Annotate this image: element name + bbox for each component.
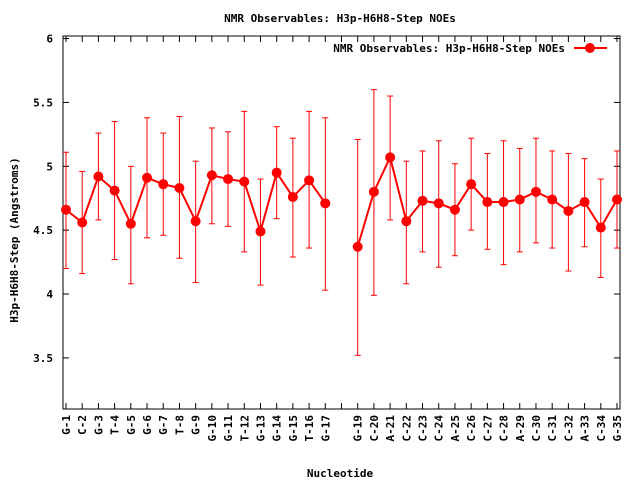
data-point: [433, 198, 444, 209]
x-tick-label: C-32: [562, 415, 575, 442]
x-tick-label: C-30: [530, 415, 543, 442]
chart-title: NMR Observables: H3p-H6H8-Step NOEs: [224, 12, 456, 25]
data-point: [352, 241, 363, 252]
y-tick-label: 4: [46, 288, 53, 301]
x-tick-label: G-35: [611, 415, 624, 442]
x-tick-label: T-4: [109, 415, 122, 435]
x-tick-label: G-17: [319, 415, 332, 442]
data-point: [595, 222, 606, 233]
data-point: [385, 152, 396, 163]
data-point: [304, 175, 315, 186]
data-point: [417, 195, 428, 206]
data-point: [109, 185, 120, 196]
x-tick-label: T-16: [303, 415, 316, 442]
x-tick-label: A-25: [449, 415, 462, 442]
y-tick-label: 3.5: [33, 352, 53, 365]
x-tick-label: G-15: [287, 415, 300, 442]
data-point: [449, 204, 460, 215]
data-point: [547, 194, 558, 205]
x-tick-label: G-9: [190, 415, 203, 435]
data-point: [174, 183, 185, 194]
x-tick-label: G-11: [222, 415, 235, 442]
data-point: [287, 191, 298, 202]
data-point: [563, 206, 574, 217]
data-point: [158, 179, 169, 190]
x-tick-label: C-28: [498, 415, 511, 442]
data-point: [466, 179, 477, 190]
data-point: [612, 194, 622, 205]
data-point: [579, 197, 590, 208]
data-point: [320, 198, 331, 209]
x-tick-label: G-6: [141, 415, 154, 435]
data-point: [61, 204, 71, 215]
legend-marker: [585, 43, 595, 53]
x-tick-label: C-27: [481, 415, 494, 442]
x-tick-label: G-3: [92, 415, 105, 435]
data-point: [142, 172, 153, 183]
x-tick-label: A-29: [514, 415, 527, 442]
data-point: [255, 226, 266, 237]
data-point: [514, 194, 525, 205]
data-point: [482, 197, 493, 208]
x-tick-label: C-34: [595, 415, 608, 442]
x-tick-label: C-20: [368, 415, 381, 442]
data-point: [206, 170, 217, 181]
y-axis-label: H3p-H6H8-Step (Angstroms): [8, 157, 21, 323]
y-tick-label: 5.5: [33, 96, 53, 109]
x-tick-label: G-5: [125, 415, 138, 435]
data-point: [498, 197, 509, 208]
data-point: [77, 217, 88, 228]
x-tick-label: G-14: [271, 415, 284, 442]
x-tick-label: C-24: [433, 415, 446, 442]
y-tick-label: 5: [46, 160, 53, 173]
data-point: [401, 216, 412, 227]
data-point: [239, 176, 250, 187]
y-tick-label: 4.5: [33, 224, 53, 237]
x-tick-label: G-1: [60, 415, 73, 435]
x-tick-label: G-13: [254, 415, 267, 442]
x-tick-label: C-23: [417, 415, 430, 442]
x-tick-label: C-31: [546, 415, 559, 442]
data-point: [223, 174, 234, 185]
x-tick-label: T-8: [173, 415, 186, 435]
x-tick-label: G-19: [352, 415, 365, 442]
x-axis-label: Nucleotide: [307, 467, 374, 480]
data-point: [530, 186, 541, 197]
x-tick-label: A-21: [384, 415, 397, 442]
data-point: [271, 167, 282, 178]
x-tick-label: G-10: [206, 415, 219, 442]
x-tick-label: A-33: [579, 415, 592, 442]
legend-label: NMR Observables: H3p-H6H8-Step NOEs: [333, 42, 565, 55]
data-point: [93, 171, 104, 182]
data-point: [190, 216, 201, 227]
data-point: [368, 186, 379, 197]
x-tick-label: T-12: [238, 415, 251, 442]
data-point: [125, 218, 136, 229]
legend: NMR Observables: H3p-H6H8-Step NOEs: [333, 42, 607, 55]
y-tick-label: 6: [46, 33, 53, 46]
x-tick-label: C-2: [76, 415, 89, 435]
x-tick-label: C-22: [400, 415, 413, 442]
x-tick-label: G-7: [157, 415, 170, 435]
x-tick-label: C-26: [465, 415, 478, 442]
